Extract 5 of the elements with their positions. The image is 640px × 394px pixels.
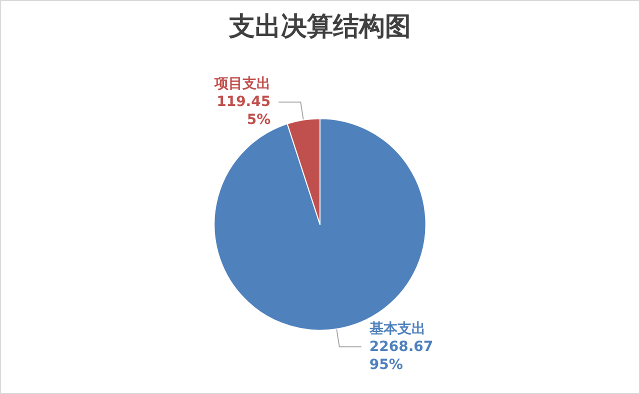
slice-label: 基本支出 xyxy=(368,320,426,337)
chart-title: 支出决算结构图 xyxy=(228,12,411,42)
slice-label: 项目支出 xyxy=(214,76,271,92)
data-label: 2268.67 95% xyxy=(369,338,434,373)
data-label: 119.45 5% xyxy=(216,94,271,128)
